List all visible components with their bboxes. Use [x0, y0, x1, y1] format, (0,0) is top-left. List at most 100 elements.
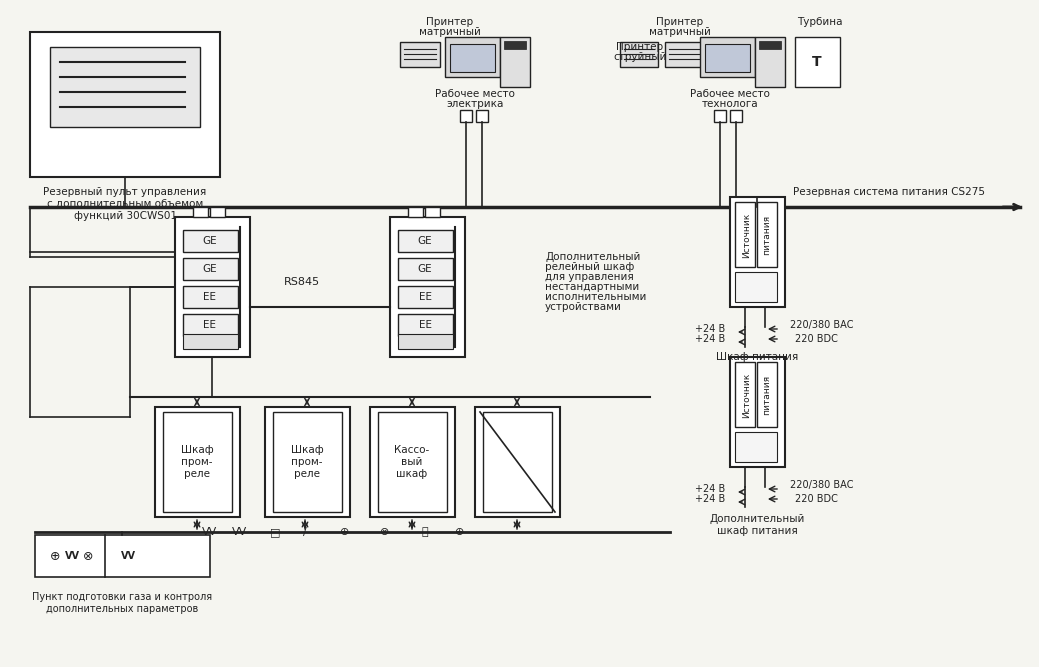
- Bar: [265, 407, 350, 517]
- Bar: [398, 258, 453, 280]
- Text: для управления: для управления: [545, 272, 634, 282]
- Bar: [183, 286, 238, 308]
- Text: EE: EE: [204, 292, 216, 302]
- Text: Источник: Источник: [743, 212, 751, 257]
- Text: T: T: [812, 55, 822, 69]
- Bar: [370, 407, 455, 517]
- Bar: [193, 207, 208, 217]
- Text: Рабочее место: Рабочее место: [435, 89, 515, 99]
- Text: шкаф питания: шкаф питания: [717, 526, 797, 536]
- Bar: [163, 412, 232, 512]
- Text: Рабочее место: Рабочее место: [690, 89, 770, 99]
- Text: +24 В: +24 В: [695, 484, 725, 494]
- Bar: [760, 41, 781, 49]
- Bar: [500, 37, 530, 87]
- Bar: [460, 110, 472, 122]
- Text: 220/380 ВАС: 220/380 ВАС: [790, 320, 853, 330]
- Text: VV: VV: [64, 551, 80, 561]
- Text: матричный: матричный: [649, 27, 711, 37]
- Text: Шкаф питания: Шкаф питания: [716, 352, 798, 362]
- Text: ⊕: ⊕: [341, 527, 350, 537]
- Text: нестандартными: нестандартными: [545, 282, 639, 292]
- Text: исполнительными: исполнительными: [545, 292, 646, 302]
- Bar: [425, 207, 439, 217]
- Bar: [35, 535, 210, 577]
- Bar: [757, 202, 777, 267]
- Text: EE: EE: [419, 320, 431, 330]
- Bar: [755, 37, 785, 87]
- Bar: [398, 314, 453, 336]
- Text: +24 В: +24 В: [695, 334, 725, 344]
- Bar: [700, 37, 755, 77]
- Bar: [483, 412, 552, 512]
- Bar: [730, 197, 785, 307]
- Text: VV: VV: [121, 551, 135, 561]
- Text: ⊗: ⊗: [83, 550, 94, 562]
- Bar: [210, 207, 225, 217]
- Text: Турбина: Турбина: [797, 17, 843, 27]
- Text: +24 В: +24 В: [695, 494, 725, 504]
- Text: функций 30CWS01: функций 30CWS01: [74, 211, 177, 221]
- Bar: [30, 32, 220, 177]
- Text: ∕—: ∕—: [302, 527, 318, 537]
- Bar: [398, 334, 453, 349]
- Text: матричный: матричный: [419, 27, 481, 37]
- Bar: [398, 286, 453, 308]
- Text: GE: GE: [203, 236, 217, 246]
- Bar: [445, 37, 500, 77]
- Bar: [735, 432, 777, 462]
- Text: EE: EE: [204, 320, 216, 330]
- Text: Резервный пульт управления: Резервный пульт управления: [44, 187, 207, 197]
- Bar: [475, 407, 560, 517]
- Text: GE: GE: [418, 236, 432, 246]
- Bar: [735, 202, 755, 267]
- Text: релейный шкаф: релейный шкаф: [545, 262, 635, 272]
- Bar: [408, 207, 423, 217]
- Bar: [504, 41, 526, 49]
- Text: VV: VV: [233, 527, 247, 537]
- Text: струйный: струйный: [613, 52, 667, 62]
- Text: Шкаф
пром-
реле: Шкаф пром- реле: [181, 446, 213, 479]
- Text: устройствами: устройствами: [545, 302, 622, 312]
- Text: 220 BDC: 220 BDC: [795, 494, 837, 504]
- Text: Дополнительный: Дополнительный: [710, 514, 804, 524]
- Bar: [390, 217, 465, 357]
- Text: VV: VV: [203, 527, 217, 537]
- Text: дополнительных параметров: дополнительных параметров: [46, 604, 198, 614]
- Bar: [665, 42, 703, 67]
- Bar: [450, 44, 495, 72]
- Bar: [183, 334, 238, 349]
- Bar: [730, 357, 785, 467]
- Bar: [183, 314, 238, 336]
- Bar: [476, 110, 488, 122]
- Text: питания: питания: [763, 375, 772, 415]
- Text: Принтер: Принтер: [616, 42, 664, 52]
- Text: ⊕: ⊕: [50, 550, 60, 562]
- Bar: [705, 44, 750, 72]
- Text: □: □: [270, 527, 281, 537]
- Text: Принтер: Принтер: [426, 17, 474, 27]
- Text: 220/380 ВАС: 220/380 ВАС: [790, 480, 853, 490]
- Text: EE: EE: [419, 292, 431, 302]
- Bar: [378, 412, 447, 512]
- Bar: [735, 362, 755, 427]
- Text: GE: GE: [418, 264, 432, 274]
- Text: Пункт подготовки газа и контроля: Пункт подготовки газа и контроля: [32, 592, 212, 602]
- Text: Кассо-
вый
шкаф: Кассо- вый шкаф: [395, 446, 429, 479]
- Text: ⊗: ⊗: [380, 527, 390, 537]
- Text: Источник: Источник: [743, 372, 751, 418]
- Bar: [735, 272, 777, 302]
- Bar: [714, 110, 726, 122]
- Text: технолога: технолога: [701, 99, 758, 109]
- Bar: [155, 407, 240, 517]
- Text: Ⓜ: Ⓜ: [422, 527, 428, 537]
- Text: Шкаф
пром-
реле: Шкаф пром- реле: [291, 446, 323, 479]
- Bar: [273, 412, 342, 512]
- Bar: [730, 110, 742, 122]
- Bar: [183, 230, 238, 252]
- Bar: [398, 230, 453, 252]
- Bar: [795, 37, 840, 87]
- Text: с дополнительным объемом: с дополнительным объемом: [47, 199, 204, 209]
- Bar: [620, 42, 658, 67]
- Text: GE: GE: [203, 264, 217, 274]
